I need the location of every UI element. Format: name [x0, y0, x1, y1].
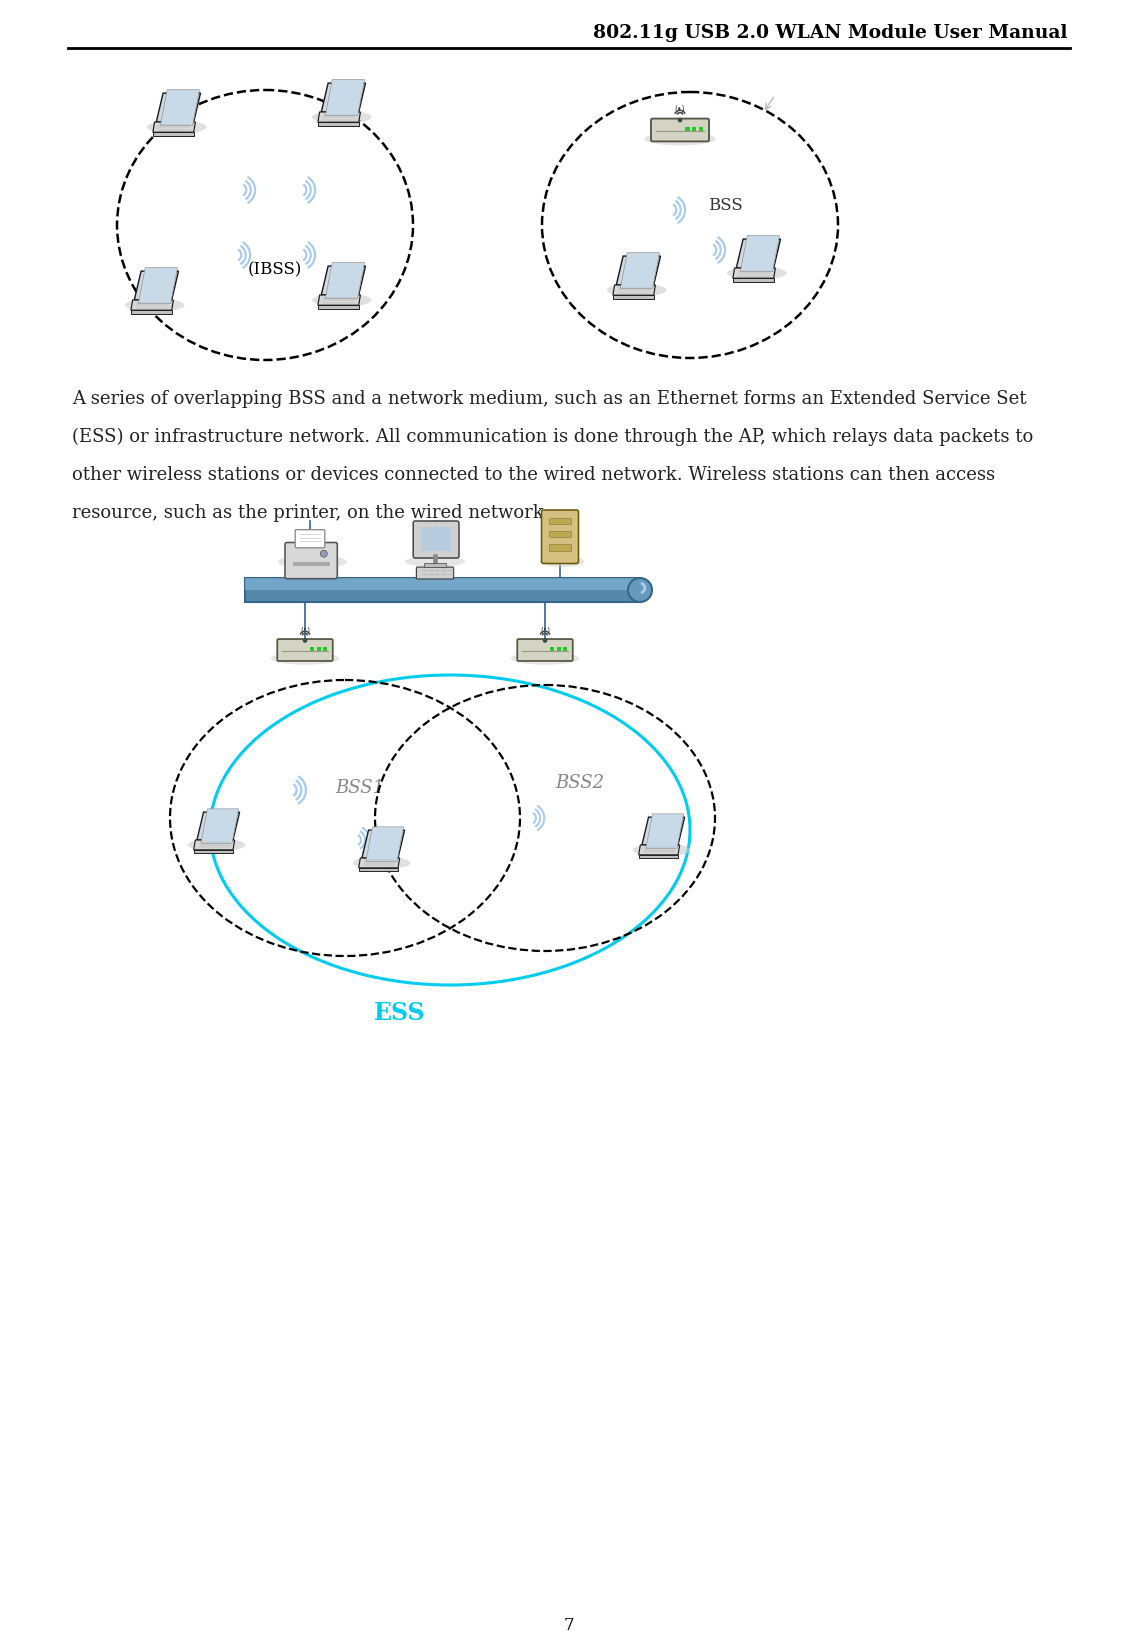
FancyBboxPatch shape [245, 578, 640, 601]
Polygon shape [131, 311, 172, 314]
Text: 802.11g USB 2.0 WLAN Module User Manual: 802.11g USB 2.0 WLAN Module User Manual [594, 25, 1067, 41]
Ellipse shape [147, 121, 206, 134]
Bar [685, 127, 690, 132]
FancyBboxPatch shape [295, 530, 324, 548]
Circle shape [544, 639, 546, 643]
Ellipse shape [541, 557, 584, 567]
Text: ESS: ESS [374, 1001, 426, 1024]
Polygon shape [193, 839, 234, 849]
Polygon shape [152, 122, 196, 132]
Polygon shape [321, 266, 365, 296]
Polygon shape [193, 849, 233, 852]
Polygon shape [358, 867, 398, 871]
Text: (IBSS): (IBSS) [248, 261, 303, 279]
Polygon shape [613, 296, 653, 299]
Polygon shape [197, 813, 240, 839]
Text: (•): (•) [675, 104, 685, 114]
FancyBboxPatch shape [542, 510, 578, 563]
Circle shape [304, 639, 306, 643]
Bar [556, 648, 561, 653]
Ellipse shape [312, 294, 371, 307]
Ellipse shape [405, 557, 465, 567]
Polygon shape [617, 256, 660, 286]
Text: other wireless stations or devices connected to the wired network. Wireless stat: other wireless stations or devices conne… [72, 466, 995, 484]
Ellipse shape [312, 111, 371, 124]
Ellipse shape [125, 299, 184, 312]
FancyBboxPatch shape [284, 542, 337, 578]
Polygon shape [736, 240, 781, 268]
Bar [292, 562, 330, 567]
Polygon shape [325, 79, 364, 116]
Circle shape [321, 550, 328, 557]
Ellipse shape [188, 838, 246, 851]
Bar [551, 648, 554, 653]
Text: BSS: BSS [708, 197, 742, 213]
Text: 7: 7 [563, 1617, 575, 1634]
Polygon shape [613, 286, 655, 296]
Polygon shape [201, 809, 239, 843]
Polygon shape [733, 278, 774, 281]
Polygon shape [620, 253, 660, 289]
Polygon shape [318, 306, 358, 309]
FancyBboxPatch shape [651, 119, 709, 142]
Ellipse shape [633, 844, 691, 856]
Bar [316, 648, 321, 653]
Bar [424, 563, 446, 567]
FancyBboxPatch shape [413, 520, 459, 558]
Text: A series of overlapping BSS and a network medium, such as an Ethernet forms an E: A series of overlapping BSS and a networ… [72, 390, 1026, 408]
Ellipse shape [511, 653, 579, 664]
Polygon shape [325, 263, 364, 299]
Polygon shape [638, 846, 679, 854]
Polygon shape [642, 818, 685, 846]
Ellipse shape [644, 132, 716, 145]
Ellipse shape [278, 555, 347, 568]
Polygon shape [131, 301, 173, 311]
Polygon shape [139, 268, 178, 304]
Bar [549, 544, 571, 550]
Bar [323, 648, 327, 653]
Ellipse shape [271, 653, 339, 664]
Polygon shape [638, 854, 678, 857]
Polygon shape [160, 89, 199, 126]
Polygon shape [366, 828, 404, 861]
Polygon shape [362, 829, 405, 857]
Text: BSS1: BSS1 [336, 780, 385, 796]
Polygon shape [318, 122, 358, 126]
Bar [692, 127, 696, 132]
FancyBboxPatch shape [518, 639, 572, 661]
Ellipse shape [607, 282, 667, 297]
Text: (•): (•) [300, 626, 310, 633]
Circle shape [628, 578, 652, 601]
Bar [245, 578, 640, 590]
Polygon shape [134, 271, 179, 301]
Bar [549, 517, 571, 524]
FancyBboxPatch shape [278, 639, 332, 661]
Text: resource, such as the printer, on the wired network.: resource, such as the printer, on the wi… [72, 504, 550, 522]
Text: (•): (•) [541, 626, 550, 633]
Polygon shape [152, 132, 193, 135]
Polygon shape [646, 814, 684, 847]
Bar [421, 527, 452, 550]
Polygon shape [318, 112, 361, 122]
Text: BSS2: BSS2 [555, 775, 604, 791]
Polygon shape [156, 93, 200, 122]
Polygon shape [321, 83, 365, 112]
Polygon shape [741, 236, 780, 271]
FancyBboxPatch shape [417, 567, 454, 578]
Bar [311, 648, 314, 653]
Polygon shape [358, 857, 399, 867]
Polygon shape [733, 268, 775, 278]
Ellipse shape [353, 856, 411, 869]
Ellipse shape [727, 266, 786, 279]
Polygon shape [318, 296, 361, 306]
Bar [549, 530, 571, 537]
Bar [699, 127, 703, 132]
Bar [563, 648, 567, 653]
Circle shape [678, 119, 682, 122]
Text: (ESS) or infrastructure network. All communication is done through the AP, which: (ESS) or infrastructure network. All com… [72, 428, 1033, 446]
